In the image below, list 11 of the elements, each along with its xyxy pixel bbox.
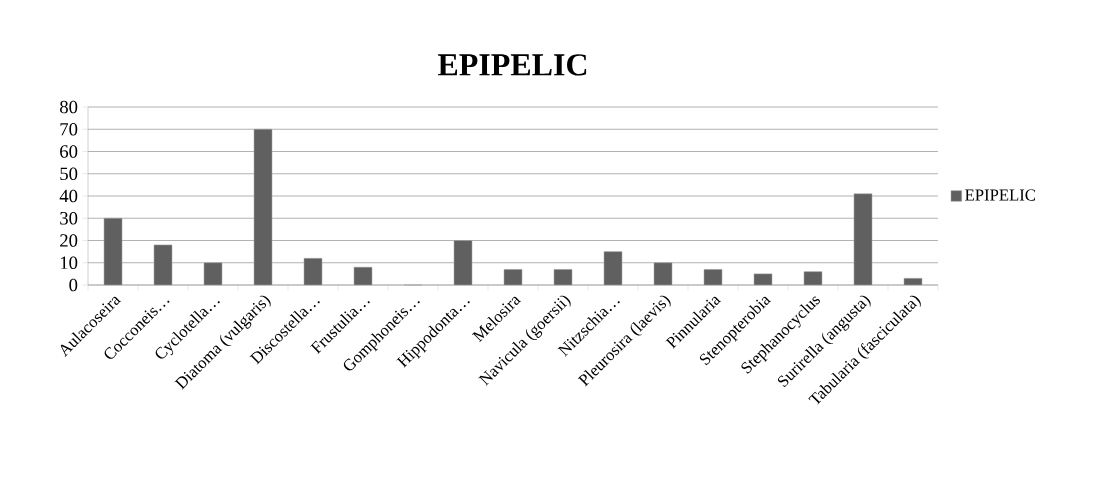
y-tick-label: 0 bbox=[69, 278, 78, 292]
chart-title: EPIPELIC bbox=[437, 54, 587, 76]
y-tick-label: 70 bbox=[60, 122, 78, 136]
y-tick-label: 30 bbox=[60, 211, 78, 225]
y-tick-label: 50 bbox=[60, 167, 78, 181]
legend-label: EPIPELIC bbox=[965, 189, 1036, 201]
y-tick-label: 80 bbox=[60, 100, 78, 114]
y-tick-label: 20 bbox=[60, 234, 78, 247]
y-tick-label: 10 bbox=[60, 256, 78, 270]
y-tick-label: 40 bbox=[59, 189, 78, 203]
y-tick-label: 60 bbox=[60, 145, 78, 158]
